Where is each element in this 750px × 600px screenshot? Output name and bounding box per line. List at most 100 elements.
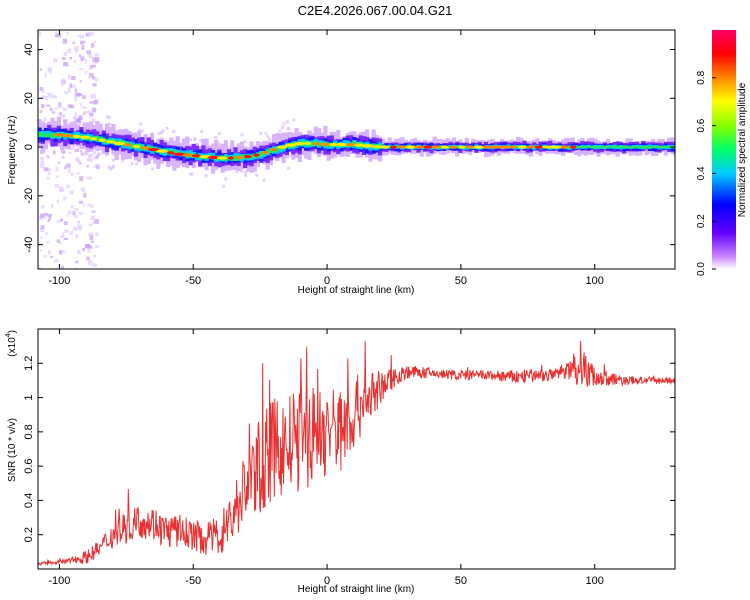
spectrogram-band-cell (628, 146, 633, 149)
spectrogram-noise-cell (108, 122, 112, 126)
spectrogram-noise-cell (255, 173, 259, 177)
spectrogram-noise-cell (82, 112, 86, 116)
spectrogram-band-cell (233, 155, 238, 161)
spectrogram-band-cell (631, 145, 636, 149)
spectrogram-noise-cell (55, 166, 59, 172)
spectrogram-noise-cell (57, 220, 60, 224)
snr-x-tick-label: -100 (48, 575, 70, 587)
spectrogram-x-tick-label: -50 (185, 275, 201, 287)
spectrogram-y-tick-label: 40 (23, 43, 35, 55)
spectrogram-noise-cell (92, 94, 96, 99)
spectrogram-band-cell (609, 146, 614, 149)
snr-scale-exponent: 4 (5, 333, 12, 337)
spectrogram-noise-cell (244, 173, 248, 177)
spectrogram-noise-cell (58, 241, 62, 245)
spectrogram-noise-cell (73, 60, 77, 64)
spectrogram-noise-cell (94, 53, 99, 57)
spectrogram-peak (313, 142, 320, 146)
spectrogram-noise-cell (243, 140, 247, 144)
snr-y-tick-label: 0.8 (23, 424, 35, 439)
spectrogram-noise-cell (61, 78, 66, 83)
spectrogram-noise-cell (160, 131, 164, 135)
spectrogram-noise-cell (60, 80, 65, 86)
spectrogram-noise-cell (79, 176, 84, 182)
spectrogram-x-axis-label: Height of straight line (km) (298, 285, 415, 296)
spectrogram-noise-cell (59, 235, 65, 239)
snr-x-tick-label: 50 (455, 575, 467, 587)
spectrogram-noise-cell (74, 208, 79, 212)
spectrogram-noise-cell (46, 155, 50, 159)
spectrogram-peak (329, 143, 338, 147)
spectrogram-noise-cell (61, 57, 66, 61)
colorbar: 0.0 0.2 0.4 0.6 0.8 Normalized spectral ampl… (696, 30, 748, 276)
spectrogram-peak (90, 137, 98, 141)
spectrogram-noise-cell (47, 219, 50, 223)
spectrogram-noise-cell (93, 156, 97, 160)
spectrogram-noise-cell (120, 159, 124, 163)
spectrogram-noise-cell (90, 240, 95, 243)
spectrogram-noise-cell (77, 224, 83, 230)
spectrogram-noise-cell (62, 114, 66, 118)
spectrogram-noise-cell (63, 51, 67, 56)
spectrogram-noise-cell (268, 137, 272, 141)
spectrogram-noise-cell (86, 50, 92, 55)
spectrogram-noise-cell (93, 61, 99, 64)
spectrogram-noise-cell (43, 167, 49, 172)
spectrogram-noise-cell (214, 135, 218, 139)
spectrogram-noise-cell (57, 161, 61, 165)
spectrogram-noise-cell (282, 122, 286, 126)
spectrogram-noise-cell (52, 150, 56, 155)
spectrogram-noise-cell (66, 163, 71, 168)
spectrogram-noise-cell (40, 162, 45, 167)
spectrogram-noise-cell (72, 226, 78, 231)
spectrogram-noise-cell (43, 255, 47, 258)
spectrogram-x-tick-label: 100 (586, 275, 604, 287)
spectrogram-noise-cell (77, 34, 80, 37)
spectrogram-peak (449, 145, 457, 149)
spectrogram-peak (509, 145, 517, 149)
spectrogram-band-cell (464, 145, 469, 150)
spectrogram-noise-cell (81, 188, 86, 193)
spectrogram-noise-cell (74, 215, 78, 219)
spectrogram-noise-cell (140, 129, 144, 133)
spectrogram-noise-cell (45, 104, 51, 107)
spectrogram-noise-cell (137, 128, 141, 132)
spectrogram-noise-cell (200, 130, 204, 134)
spectrogram-peak (216, 156, 228, 160)
spectrogram-peak (173, 152, 186, 156)
spectrogram-noise-cell (68, 151, 72, 155)
spectrogram-noise-cell (70, 84, 76, 89)
spectrogram-band-cell (605, 145, 611, 149)
spectrogram-band-cell (130, 143, 135, 149)
spectrogram-noise-cell (64, 165, 67, 170)
spectrogram-noise-cell (240, 169, 244, 173)
spectrogram-noise-cell (88, 232, 94, 236)
spectrogram-band-cell (644, 146, 649, 149)
spectrogram-band-cell (634, 145, 640, 149)
spectrogram-y-tick-label: 20 (23, 92, 35, 104)
spectrogram-noise-cell (66, 214, 69, 217)
spectrogram-noise-cell (53, 259, 59, 263)
spectrogram-band-cell (622, 145, 627, 148)
spectrogram-noise-cell (56, 239, 60, 243)
spectrogram-noise-cell (92, 76, 95, 80)
spectrogram-noise-cell (73, 149, 77, 153)
spectrogram-noise-cell (41, 120, 45, 124)
spectrogram-noise-cell (88, 245, 93, 249)
spectrogram-noise-cell (94, 57, 100, 62)
spectrogram-noise-cell (87, 203, 91, 206)
spectrogram-peak (517, 145, 526, 149)
spectrogram-noise-cell (222, 184, 226, 188)
spectrogram-band-cell (455, 146, 460, 149)
spectrogram-noise-cell (89, 153, 93, 157)
spectrogram-noise-cell (92, 151, 96, 155)
spectrogram-noise-cell (39, 68, 43, 71)
spectrogram-y-axis-label: Frequency (Hz) (7, 116, 18, 185)
spectrogram-peak (498, 145, 511, 149)
spectrogram-peak (570, 145, 577, 149)
snr-x-tick-label: 100 (586, 575, 604, 587)
spectrogram-noise-cell (74, 93, 80, 97)
spectrogram-noise-cell (82, 106, 87, 109)
spectrogram-noise-cell (76, 249, 81, 255)
spectrogram-noise-cell (89, 158, 93, 162)
